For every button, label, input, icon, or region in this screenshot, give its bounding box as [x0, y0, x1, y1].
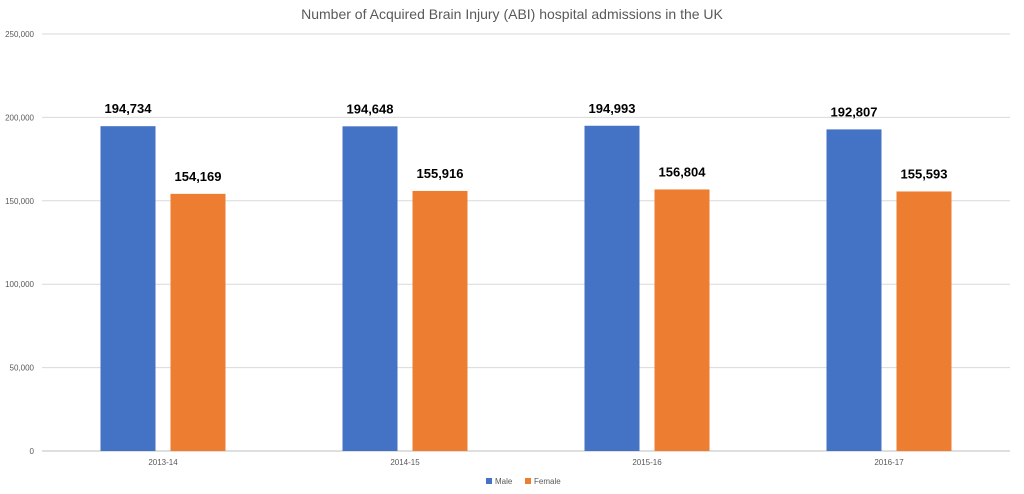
data-label: 194,648: [347, 101, 394, 116]
data-label: 155,593: [901, 166, 948, 181]
legend: Male Female: [486, 477, 561, 486]
bar-female-2013-14: [170, 193, 226, 451]
chart-title: Number of Acquired Brain Injury (ABI) ho…: [301, 6, 723, 22]
data-label: 155,916: [417, 166, 464, 181]
data-label: 156,804: [659, 164, 707, 179]
data-labels: 194,734 154,169 194,648 155,916 194,993 156,8…: [105, 101, 948, 184]
bar-female-2015-16: [654, 189, 710, 451]
bar-female-2016-17: [896, 191, 952, 451]
x-tick-label: 2016-17: [874, 458, 904, 467]
legend-label-female: Female: [534, 477, 561, 486]
bar-male-2016-17: [826, 129, 882, 451]
x-tick-label: 2013-14: [148, 458, 178, 467]
y-tick-label: 100,000: [5, 280, 34, 289]
data-label: 194,993: [589, 101, 636, 116]
y-tick-label: 0: [30, 447, 35, 456]
legend-swatch-male: [486, 478, 492, 484]
data-label: 194,734: [105, 101, 153, 116]
bars: [100, 125, 952, 451]
x-axis-ticks: 2013-14 2014-15 2015-16 2016-17: [148, 458, 904, 467]
legend-label-male: Male: [495, 477, 513, 486]
data-label: 192,807: [831, 104, 878, 119]
y-tick-label: 150,000: [5, 197, 34, 206]
x-tick-label: 2015-16: [632, 458, 662, 467]
bar-male-2014-15: [342, 126, 398, 451]
y-tick-label: 250,000: [5, 30, 34, 39]
y-axis-ticks: 0 50,000 100,000 150,000 200,000 250,000: [5, 30, 34, 456]
bar-male-2013-14: [100, 126, 156, 451]
bar-male-2015-16: [584, 125, 640, 451]
bar-female-2014-15: [412, 190, 468, 451]
y-tick-label: 200,000: [5, 113, 34, 122]
y-tick-label: 50,000: [10, 364, 35, 373]
data-label: 154,169: [175, 169, 222, 184]
legend-swatch-female: [525, 478, 531, 484]
x-tick-label: 2014-15: [390, 458, 420, 467]
